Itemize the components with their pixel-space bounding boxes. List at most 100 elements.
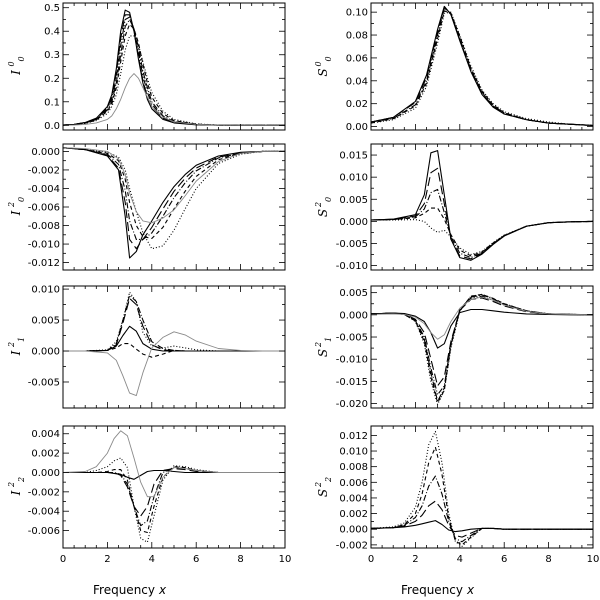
x-tick-label: 0 — [368, 554, 374, 565]
y-tick-label: 0.010 — [339, 173, 368, 184]
series-line-long-dash — [371, 297, 593, 387]
series-line-solid — [63, 469, 285, 480]
y-tick-label: -0.002 — [28, 487, 60, 498]
y-label-base: S — [316, 489, 330, 497]
series-line-long-dash — [63, 468, 285, 517]
y-label-sub: 1 — [324, 337, 333, 342]
y-label-sup: 2 — [314, 482, 323, 488]
y-tick-label: 0.005 — [339, 195, 368, 206]
y-label-sup: 2 — [7, 482, 16, 488]
x-tick-label: 2 — [104, 554, 110, 565]
y-label-sub: 0 — [324, 56, 333, 61]
panel-I2_2: 0 2 4 6 8 10 0.004 0.002 0.000 -0.002 -0.004 -0.006… — [7, 425, 292, 565]
y-label-sub: 1 — [17, 337, 26, 342]
y-label-base: S — [316, 68, 330, 76]
y-tick-label: 0.000 — [31, 347, 60, 358]
series-line-dash-dot — [63, 294, 285, 352]
y-tick-label: -0.020 — [336, 399, 368, 410]
x-tick-label: 4 — [457, 554, 463, 565]
y-tick-label: -0.005 — [336, 333, 368, 344]
panel-S2_1: 0.005 0.000 -0.005 -0.010 -0.015 -0.020 S21 — [314, 285, 594, 410]
y-label-sub: 0 — [324, 197, 333, 202]
series-line-long-dash — [63, 14, 285, 126]
series-group — [371, 430, 593, 547]
y-tick-label: -0.002 — [28, 165, 60, 176]
series-line-dashed — [371, 207, 593, 257]
y-tick-label: 0.010 — [339, 447, 368, 458]
series-line-long-dash — [371, 167, 593, 260]
series-line-dash-dot — [371, 475, 593, 543]
series-line-solid — [371, 5, 593, 126]
y-label-sup: 2 — [314, 342, 323, 348]
panel-S0_0: 0.00 0.02 0.04 0.06 0.08 0.10 S 00 — [314, 2, 594, 133]
x-tick-label: 8 — [545, 554, 551, 565]
series-group — [371, 5, 593, 126]
x-axis-label-left: Frequency — [93, 583, 155, 597]
y-tick-label: -0.010 — [336, 261, 368, 272]
x-tick-label: 8 — [237, 554, 243, 565]
y-tick-label: -0.015 — [336, 377, 368, 388]
x-axis-var-left: x — [158, 583, 167, 597]
y-axis-label: S21 — [314, 337, 333, 357]
y-tick-label: 0.10 — [346, 8, 368, 19]
panel-I2_0: 0.000 -0.002 -0.004 -0.006 -0.008 -0.010 -0.01… — [7, 143, 286, 271]
x-tick-label: 10 — [587, 554, 600, 565]
y-tick-label: 0.00 — [346, 122, 368, 133]
y-tick-label: 0.2 — [44, 74, 60, 85]
plot-frame — [62, 2, 286, 131]
plot-frame — [62, 285, 286, 409]
y-tick-label: 0.002 — [339, 509, 368, 520]
series-line-dashed — [63, 23, 285, 126]
series-line-long-dash — [371, 500, 593, 538]
y-label-base: I — [9, 70, 23, 76]
series-line-solid — [371, 150, 593, 261]
series-line-dashed — [63, 343, 285, 358]
y-label-sub: 2 — [324, 477, 333, 483]
y-tick-label: 0.008 — [339, 462, 368, 473]
x-axis-title-left: Frequency x — [93, 583, 167, 597]
y-label-sup: 0 — [7, 61, 16, 66]
y-tick-label: -0.004 — [28, 184, 60, 195]
y-label-base: I — [9, 210, 23, 216]
series-line-dash-dot-dot — [63, 16, 285, 126]
y-axis-label: S 00 — [314, 56, 333, 76]
y-tick-label: 0.010 — [31, 285, 60, 296]
y-tick-label: 0.012 — [339, 431, 368, 442]
panels-group: 0.00.10.20.30.40.5I000.000.020.040.060.0… — [7, 2, 600, 565]
y-label-sub: 2 — [17, 477, 26, 483]
x-tick-label: 10 — [279, 554, 292, 565]
series-line-dotted — [63, 291, 285, 352]
plot-frame — [62, 143, 286, 271]
series-line-dotted — [63, 35, 285, 126]
y-tick-label: -0.006 — [28, 203, 60, 214]
y-tick-label: 0.002 — [31, 449, 60, 460]
series-line-solid — [63, 147, 285, 259]
y-tick-label: -0.008 — [28, 221, 60, 232]
series-group — [63, 430, 285, 543]
y-axis-label: I 00 — [7, 56, 26, 75]
y-axis-label: I 22 — [7, 477, 26, 496]
y-tick-label: 0.000 — [339, 217, 368, 228]
y-tick-label: -0.006 — [28, 526, 60, 537]
series-line-long-dash — [63, 297, 285, 352]
y-label-sup: 2 — [7, 342, 16, 348]
y-label-base: S — [316, 349, 330, 357]
series-line-dash-dot — [63, 467, 285, 527]
x-tick-label: 2 — [412, 554, 418, 565]
y-axis-label: I 20 — [7, 197, 26, 216]
y-tick-label: 0.000 — [339, 525, 368, 536]
x-axis-label-right: Frequency — [401, 583, 463, 597]
y-label-sup: 2 — [7, 202, 16, 208]
y-tick-label: 0.005 — [31, 316, 60, 327]
series-group — [63, 291, 285, 397]
series-line-dash-dot — [63, 18, 285, 126]
y-tick-label: -0.010 — [28, 240, 60, 251]
y-label-base: I — [9, 490, 23, 496]
series-line-dotted — [371, 11, 593, 126]
series-group — [63, 9, 285, 126]
series-line-dashed — [371, 446, 593, 546]
y-tick-label: 0.015 — [339, 151, 368, 162]
y-tick-label: 0.02 — [346, 99, 368, 110]
y-tick-label: -0.002 — [336, 540, 368, 551]
y-tick-label: 0.04 — [346, 76, 368, 87]
